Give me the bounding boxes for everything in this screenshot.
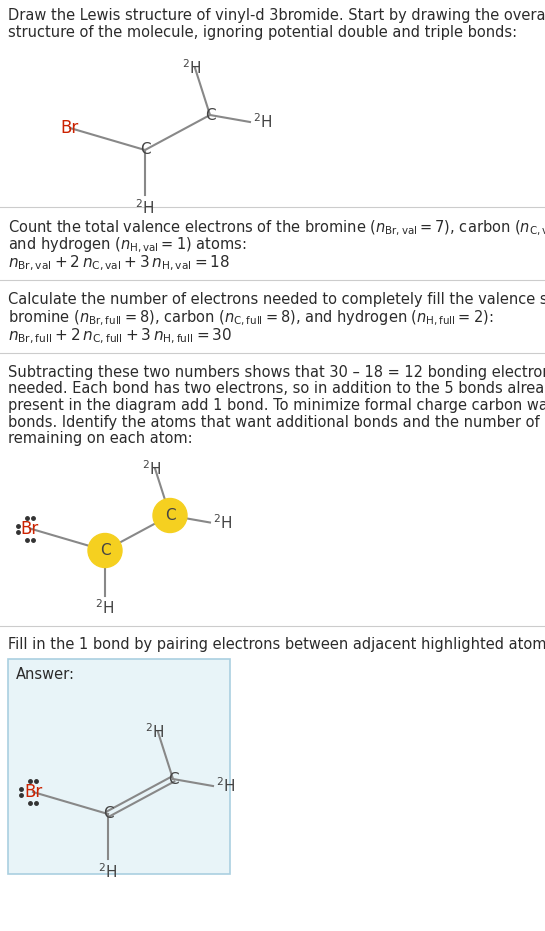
Text: bromine (⁠$n_{\mathrm{Br,full}} = 8$⁠), carbon (⁠$n_{\mathrm{C,full}} = 8$⁠), an: bromine (⁠$n_{\mathrm{Br,full}} = 8$⁠), … [8,308,493,328]
Text: $^2$H: $^2$H [253,113,272,131]
Text: C: C [102,806,113,821]
Text: present in the diagram add 1 bond. To minimize formal charge carbon wants 4: present in the diagram add 1 bond. To mi… [8,398,545,413]
Text: Fill in the 1 bond by pairing electrons between adjacent highlighted atoms:: Fill in the 1 bond by pairing electrons … [8,638,545,653]
FancyBboxPatch shape [8,659,230,874]
Text: bonds. Identify the atoms that want additional bonds and the number of electrons: bonds. Identify the atoms that want addi… [8,414,545,429]
Text: Draw the Lewis structure of vinyl-d 3bromide. Start by drawing the overall: Draw the Lewis structure of vinyl-d 3bro… [8,8,545,23]
Text: $n_{\mathrm{Br,full}} + 2\,n_{\mathrm{C,full}} + 3\,n_{\mathrm{H,full}} = 30$: $n_{\mathrm{Br,full}} + 2\,n_{\mathrm{C,… [8,327,232,346]
Text: $^2$H: $^2$H [183,59,202,77]
Text: $^2$H: $^2$H [142,459,162,478]
Text: C: C [165,508,175,523]
Text: C: C [140,142,150,157]
Text: Calculate the number of electrons needed to completely fill the valence shells f: Calculate the number of electrons needed… [8,292,545,307]
Text: $^2$H: $^2$H [146,722,165,741]
Text: and hydrogen (⁠$n_{\mathrm{H,val}} = 1$⁠) atoms:: and hydrogen (⁠$n_{\mathrm{H,val}} = 1$⁠… [8,236,246,255]
Circle shape [88,533,122,568]
Text: $n_{\mathrm{Br,val}} + 2\,n_{\mathrm{C,val}} + 3\,n_{\mathrm{H,val}} = 18$: $n_{\mathrm{Br,val}} + 2\,n_{\mathrm{C,v… [8,254,230,274]
Text: Br: Br [21,519,39,537]
Circle shape [153,498,187,533]
Text: Br: Br [24,783,42,801]
Text: C: C [205,107,215,123]
Text: $^2$H: $^2$H [135,198,155,217]
Text: Subtracting these two numbers shows that 30 – 18 = 12 bonding electrons are: Subtracting these two numbers shows that… [8,365,545,380]
Text: structure of the molecule, ignoring potential double and triple bonds:: structure of the molecule, ignoring pote… [8,24,517,39]
Text: remaining on each atom:: remaining on each atom: [8,431,192,446]
Text: C: C [168,772,178,787]
Text: needed. Each bond has two electrons, so in addition to the 5 bonds already: needed. Each bond has two electrons, so … [8,382,545,397]
Text: Br: Br [61,119,79,137]
Text: C: C [100,543,110,558]
Text: $^2$H: $^2$H [216,776,235,795]
Text: $^2$H: $^2$H [213,513,232,532]
Text: Answer:: Answer: [16,667,75,682]
Text: $^2$H: $^2$H [98,862,118,881]
Text: $^2$H: $^2$H [95,599,114,617]
Text: Count the total valence electrons of the bromine (⁠$n_{\mathrm{Br,val}} = 7$⁠), : Count the total valence electrons of the… [8,219,545,238]
